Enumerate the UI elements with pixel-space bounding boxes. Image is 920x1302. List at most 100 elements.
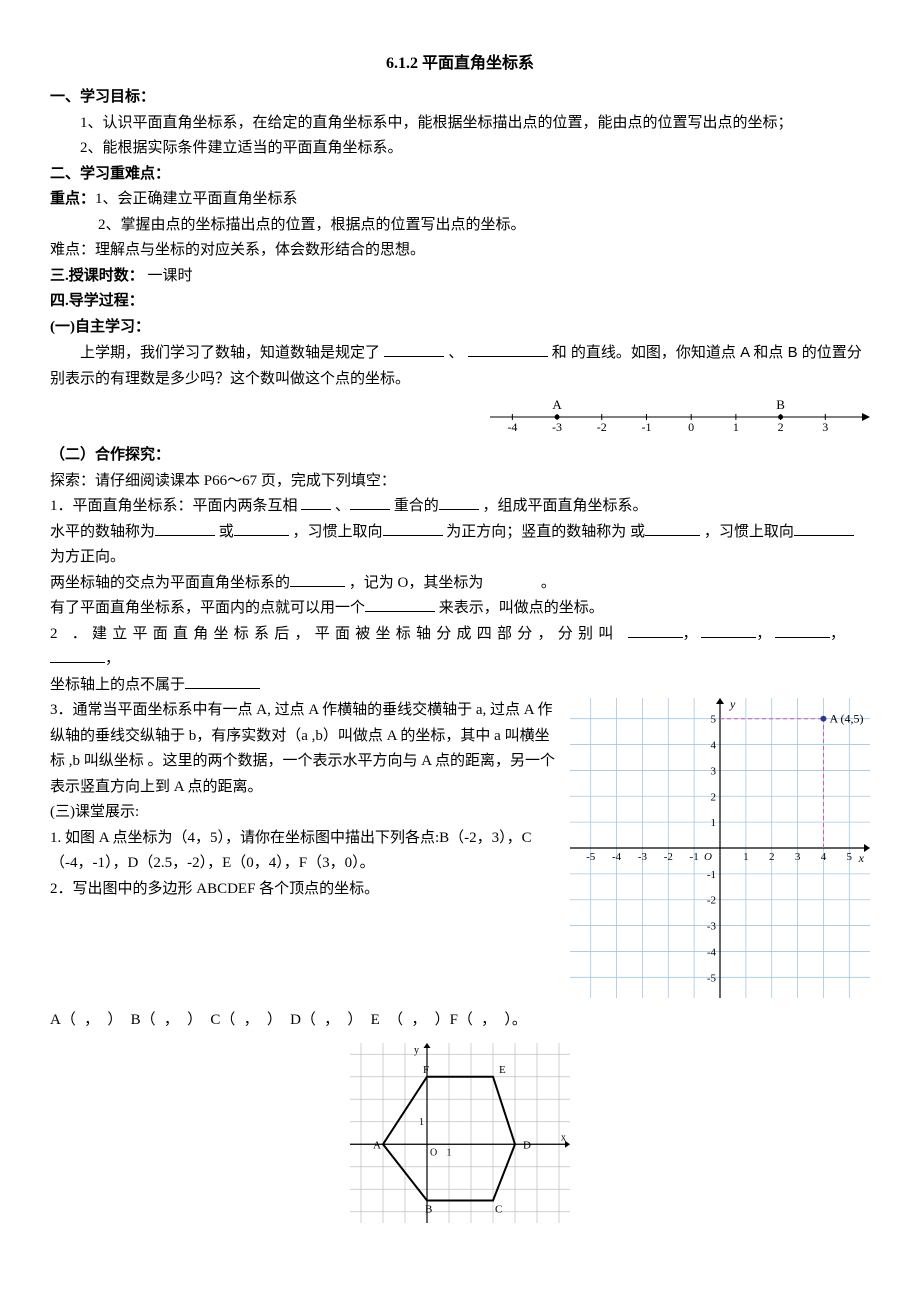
svg-text:4: 4: [711, 740, 717, 752]
t: 2 ．建立平面直角坐标系后，平面被坐标轴分成四部分，分别叫: [50, 626, 619, 642]
svg-text:O: O: [430, 1147, 437, 1158]
s3-val: 一课时: [148, 268, 193, 284]
blank: [794, 520, 854, 536]
svg-text:B: B: [425, 1204, 432, 1216]
svg-text:A: A: [552, 397, 562, 412]
svg-text:-3: -3: [707, 921, 717, 933]
t: 两坐标轴的交点为平面直角坐标系的: [50, 575, 290, 591]
t: ，: [683, 626, 698, 642]
blank: [301, 494, 331, 510]
svg-text:-5: -5: [586, 851, 596, 863]
svg-text:A (4,5): A (4,5): [829, 712, 863, 726]
svg-text:-1: -1: [641, 420, 651, 434]
a-mid2: 和: [552, 344, 567, 361]
svg-text:-1: -1: [690, 851, 699, 863]
t: 、: [335, 498, 350, 514]
blank: [628, 622, 683, 638]
blank: [50, 647, 105, 663]
svg-text:-4: -4: [707, 947, 717, 959]
svg-text:4: 4: [821, 851, 827, 863]
b2: 水平的数轴称为 或 ，习惯上取向 为正方向；竖直的数轴称为 或 ，习惯上取向 为…: [50, 524, 854, 566]
b6: 坐标轴上的点不属于: [50, 677, 260, 693]
b1: 1．平面直角坐标系：平面内两条互相 、 重合的 ，组成平面直角坐标系。: [50, 498, 648, 514]
svg-text:y: y: [729, 698, 736, 711]
svg-text:-2: -2: [664, 851, 673, 863]
s4a-body: 上学期，我们学习了数轴，知道数轴是规定了 、 和 的直线。如图，你知道点 A 和…: [50, 340, 870, 391]
number-line-figure: -4-3-2-10123AB: [490, 395, 870, 435]
svg-text:-4: -4: [507, 420, 517, 434]
b-intro: 探索：请仔细阅读课本 P66～67 页，完成下列填空：: [50, 473, 396, 489]
t: 或: [219, 524, 234, 540]
svg-text:2: 2: [769, 851, 775, 863]
zd2: 2、掌握由点的坐标描出点的位置，根据点的位置写出点的坐标。: [98, 217, 526, 233]
svg-text:1: 1: [419, 1117, 424, 1128]
t: ，: [105, 651, 120, 667]
s1-p2: 2、能根据实际条件建立适当的平面直角坐标系。: [50, 136, 870, 162]
b4: 有了平面直角坐标系，平面内的点就可以用一个 来表示，叫做点的坐标。: [50, 600, 604, 616]
blank: [439, 494, 479, 510]
blank: [234, 520, 289, 536]
svg-text:2: 2: [711, 791, 717, 803]
svg-text:5: 5: [711, 714, 717, 726]
t: 有了平面直角坐标系，平面内的点就可以用一个: [50, 600, 365, 616]
svg-text:-3: -3: [638, 851, 648, 863]
t: 1．平面直角坐标系：平面内两条互相: [50, 498, 301, 514]
svg-text:A: A: [373, 1139, 381, 1151]
svg-text:B: B: [776, 397, 785, 412]
t: ，记为 O，其坐标为: [349, 575, 484, 591]
b3: 两坐标轴的交点为平面直角坐标系的 ，记为 O，其坐标为 。: [50, 575, 556, 591]
svg-text:2: 2: [778, 420, 784, 434]
blank: [468, 341, 548, 357]
svg-text:D: D: [523, 1139, 531, 1151]
t: 来表示，叫做点的坐标。: [439, 600, 604, 616]
section-3: 三.授课时数： 一课时: [50, 264, 870, 290]
section-1: 一、学习目标： 1、认识平面直角坐标系，在给定的直角坐标系中，能根据坐标描出点的…: [50, 85, 870, 162]
c3: A（ ， ） B（ ， ） C（ ， ） D（ ， ） E （ ， ）F（ ， …: [50, 1008, 870, 1034]
t: 水平的数轴称为: [50, 524, 155, 540]
svg-text:3: 3: [822, 420, 828, 434]
a-mid1: 、: [448, 344, 463, 361]
s2-head: 二、学习重难点：: [50, 166, 170, 182]
s4a-head: (一)自主学习：: [50, 319, 150, 335]
s1-p1: 1、认识平面直角坐标系，在给定的直角坐标系中，能根据坐标描出点的位置，能由点的位…: [50, 111, 870, 137]
s4c-head: (三)课堂展示:: [50, 800, 558, 826]
t: ，习惯上取向: [293, 524, 383, 540]
blank: [701, 622, 756, 638]
blank: [775, 622, 830, 638]
section-4: 四.导学过程： (一)自主学习： 上学期，我们学习了数轴，知道数轴是规定了 、 …: [50, 289, 870, 1223]
polygon-chart: ABCDEFO11xy: [350, 1043, 570, 1223]
t: ，: [756, 626, 771, 642]
two-col-block: 3．通常当平面坐标系中有一点 A, 过点 A 作横轴的垂线交横轴于 a, 过点 …: [50, 698, 870, 1008]
zd-label: 重点：: [50, 191, 95, 207]
svg-text:x: x: [561, 1132, 566, 1143]
svg-text:-1: -1: [707, 869, 716, 881]
page-title: 6.1.2 平面直角坐标系: [50, 50, 870, 77]
s4b-head: （二）合作探究：: [50, 447, 170, 463]
svg-text:3: 3: [795, 851, 801, 863]
svg-text:y: y: [414, 1045, 419, 1056]
svg-text:E: E: [499, 1064, 506, 1076]
svg-text:-4: -4: [612, 851, 622, 863]
b5: 2 ．建立平面直角坐标系后，平面被坐标轴分成四部分，分别叫: [50, 626, 628, 642]
svg-text:-2: -2: [707, 895, 716, 907]
nd: 难点：理解点与坐标的对应关系，体会数形结合的思想。: [50, 242, 425, 258]
blank: [350, 494, 390, 510]
t: 为方正向。: [50, 549, 125, 565]
c1: 1. 如图 A 点坐标为（4，5），请你在坐标图中描出下列各点:B（-2，3），…: [50, 826, 558, 877]
svg-text:3: 3: [711, 766, 717, 778]
blank: [185, 673, 260, 689]
svg-text:1: 1: [711, 817, 717, 829]
svg-text:F: F: [423, 1064, 429, 1076]
svg-text:O: O: [704, 851, 712, 863]
c2: 2．写出图中的多边形 ABCDEF 各个顶点的坐标。: [50, 877, 558, 903]
svg-text:1: 1: [743, 851, 749, 863]
number-line-wrap: -4-3-2-10123AB: [50, 395, 870, 435]
blank: [365, 596, 435, 612]
blank: [155, 520, 215, 536]
t: 重合的: [394, 498, 439, 514]
blank: [384, 341, 444, 357]
s4-head: 四.导学过程：: [50, 293, 144, 309]
t: ，: [830, 626, 845, 642]
t: 坐标轴上的点不属于: [50, 677, 185, 693]
t: 为正方向；竖直的数轴称为: [446, 524, 626, 540]
